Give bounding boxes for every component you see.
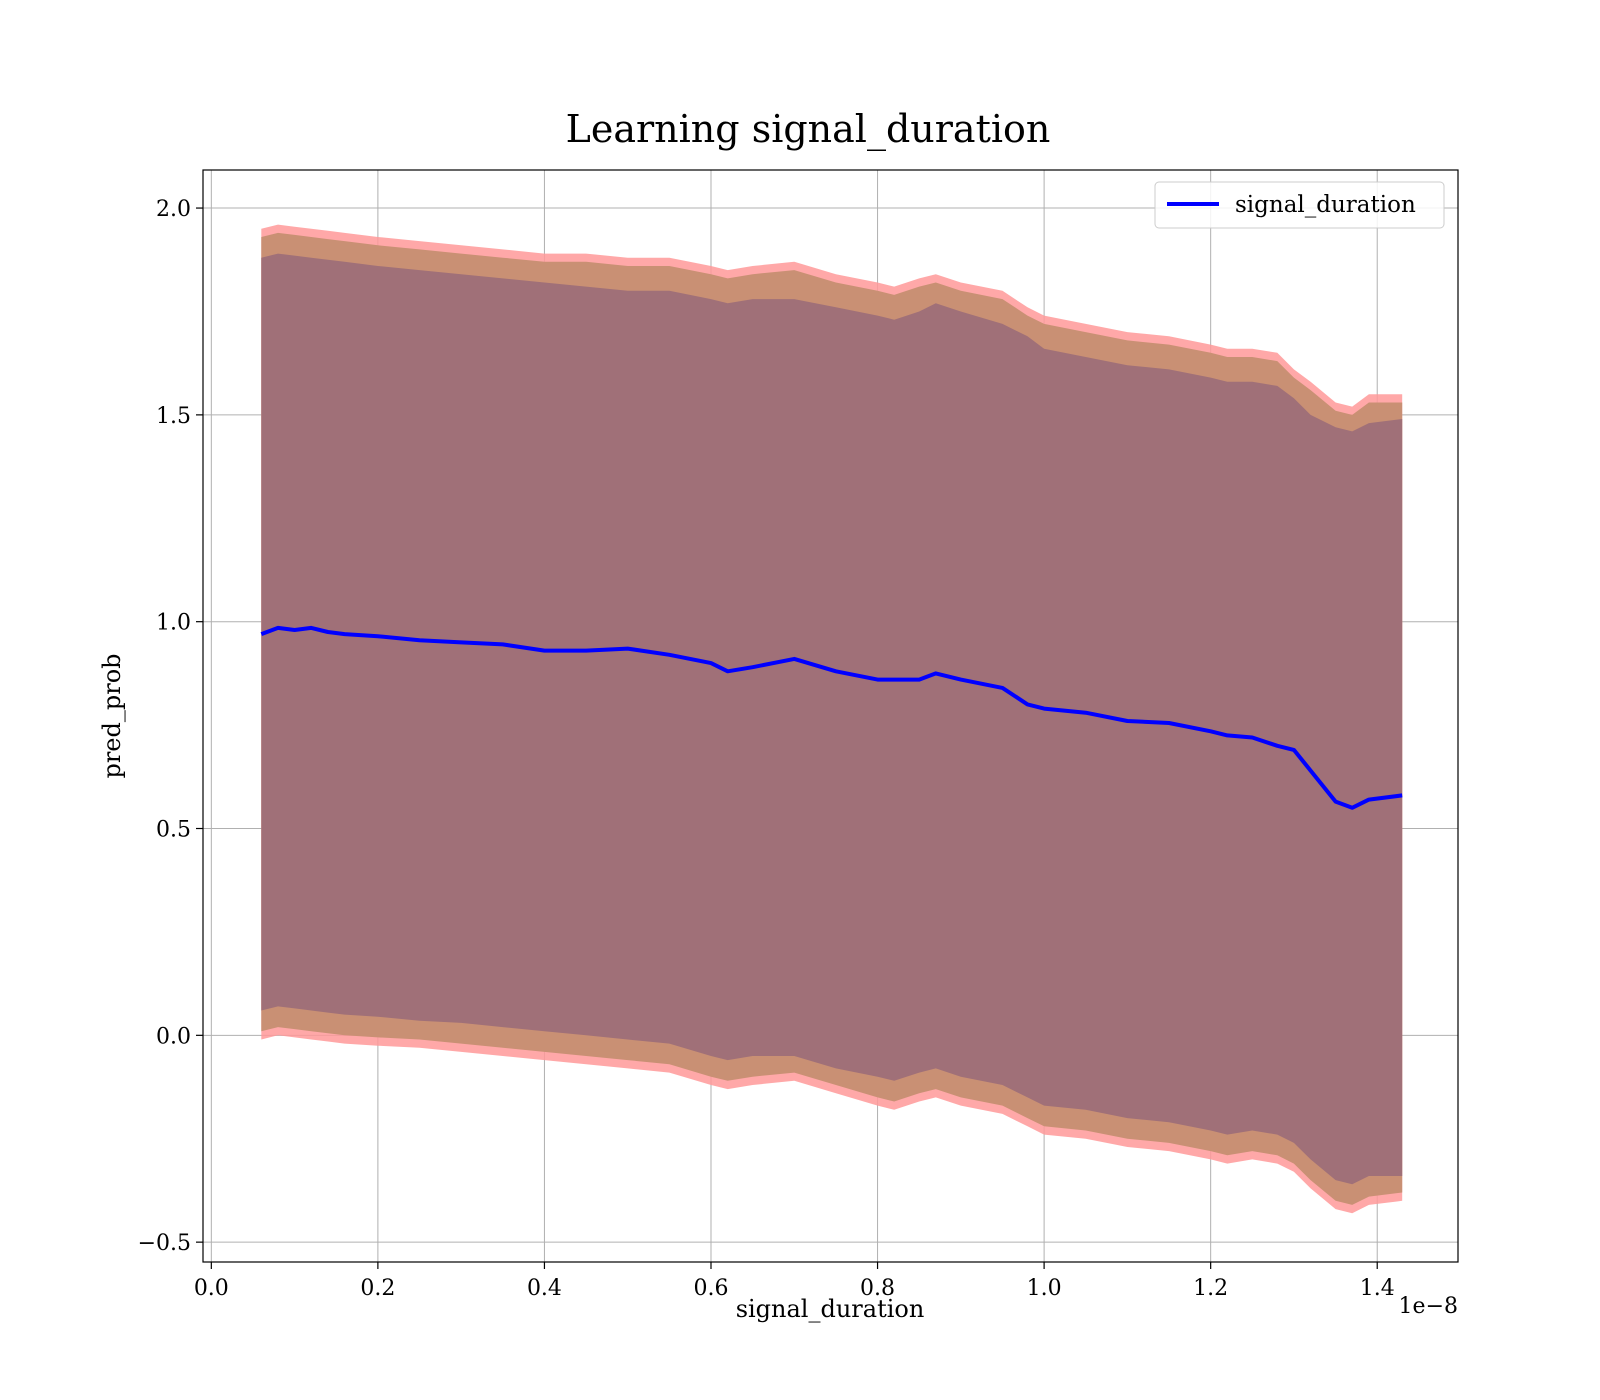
plot-area: 0.0 0.2 0.4 0.6 0.8 1.0 1.2 1.4−0.50.00.51.01.5… xyxy=(138,169,1459,1301)
x-axis-offset-label: 1e−8 xyxy=(1399,1294,1458,1319)
inner-confidence-band xyxy=(261,253,1403,1185)
legend-box xyxy=(1154,181,1445,229)
y-tick-label: 0.0 xyxy=(156,1024,191,1049)
y-tick-label: 1.5 xyxy=(156,404,191,429)
x-tick-label: 0.6 xyxy=(693,1276,728,1301)
y-tick-label: 2.0 xyxy=(156,197,191,222)
legend-label: signal_duration xyxy=(1235,192,1416,218)
chart-title: Learning signal_duration xyxy=(566,107,1051,152)
y-axis-title: pred_prob xyxy=(98,653,126,778)
series-line-signal-duration xyxy=(260,625,1403,810)
x-tick-label: 0.2 xyxy=(360,1276,395,1301)
x-tick-label: 1.4 xyxy=(1360,1276,1395,1301)
x-tick-label: 0.4 xyxy=(527,1276,562,1301)
x-tick-label: 1.0 xyxy=(1027,1276,1062,1301)
x-tick-label: 0.0 xyxy=(194,1276,229,1301)
x-tick-label: 0.8 xyxy=(860,1276,895,1301)
y-tick-label: 1.0 xyxy=(156,611,191,636)
x-axis-title: signal_duration xyxy=(736,1295,925,1323)
y-tick-label: 0.5 xyxy=(156,818,191,843)
legend: signal_duration xyxy=(1154,181,1445,229)
axes-frame xyxy=(202,169,1459,1263)
y-tick-label: −0.5 xyxy=(138,1231,191,1256)
x-tick-label: 1.2 xyxy=(1193,1276,1228,1301)
